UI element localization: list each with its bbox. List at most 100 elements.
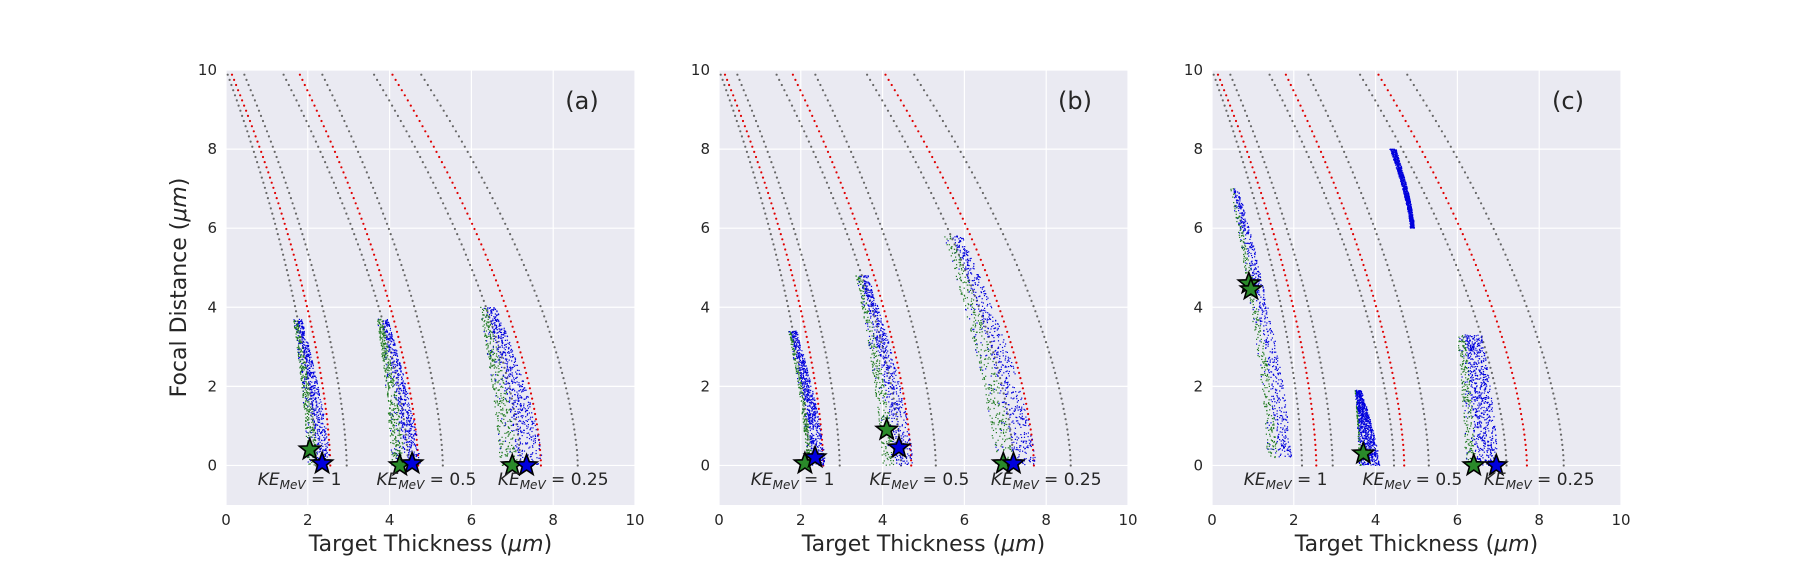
x-tick-label: 0	[221, 511, 231, 529]
plot-area	[226, 70, 635, 505]
x-tick-label: 6	[467, 511, 477, 529]
x-tick-label: 4	[878, 511, 888, 529]
y-tick-label: 2	[1193, 377, 1203, 395]
y-tick-label: 4	[207, 298, 217, 316]
red-dotted-curve	[230, 73, 332, 467]
y-tick-label: 10	[1184, 61, 1203, 79]
y-tick-label: 10	[198, 61, 217, 79]
x-tick-label: 10	[625, 511, 644, 529]
grey-dotted-curve	[321, 73, 444, 467]
ke-label: KEMeV = 0.5	[869, 470, 969, 492]
x-tick-label: 2	[303, 511, 313, 529]
panel-label: (c)	[1552, 87, 1584, 115]
x-tick-label: 8	[548, 511, 558, 529]
x-tick-label: 2	[1289, 511, 1299, 529]
blue-star-marker	[1483, 452, 1509, 477]
grey-dotted-curve	[1307, 73, 1430, 467]
green-star-marker	[1238, 276, 1264, 301]
blue-star-marker	[309, 450, 335, 475]
green-star-marker	[1350, 440, 1377, 465]
blue-star-marker	[886, 434, 912, 459]
x-tick-label: 8	[1534, 511, 1544, 529]
red-dotted-curve	[884, 73, 1035, 467]
grey-dotted-curve	[243, 73, 348, 467]
data-layer	[1212, 73, 1565, 467]
y-axis-label: Focal Distance (μm)	[167, 178, 192, 398]
red-dotted-curve	[1216, 73, 1318, 467]
panel-3: 0 2 4 6 8 10 0 2 4 6 8 10 KEMeV = 1 KEMeV = 0.5 KEMeV …	[1184, 61, 1631, 557]
y-tick-label: 6	[207, 219, 217, 237]
grey-dotted-curve	[1406, 73, 1565, 467]
y-tick-label: 4	[1193, 298, 1203, 316]
y-tick-label: 6	[1193, 219, 1203, 237]
data-layer	[226, 73, 579, 467]
y-tick-label: 0	[700, 456, 710, 474]
grey-dotted-curve	[814, 73, 937, 467]
x-tick-label: 2	[796, 511, 806, 529]
plot-area	[719, 70, 1128, 505]
x-tick-label: 0	[714, 511, 724, 529]
y-tick-label: 2	[207, 377, 217, 395]
x-tick-label: 10	[1611, 511, 1630, 529]
panel-label: (b)	[1058, 87, 1092, 115]
x-tick-label: 6	[960, 511, 970, 529]
red-dotted-curve	[391, 73, 543, 467]
y-tick-label: 4	[700, 298, 710, 316]
x-tick-label: 4	[385, 511, 395, 529]
blue-star-marker	[802, 444, 828, 469]
scatter-cluster	[1389, 148, 1415, 229]
y-tick-label: 8	[1193, 140, 1203, 158]
red-dotted-curve	[791, 73, 913, 467]
x-tick-label: 10	[1118, 511, 1137, 529]
grey-dotted-curve	[226, 73, 318, 467]
red-dotted-curve	[1377, 73, 1528, 467]
grey-dotted-curve	[1268, 73, 1396, 467]
green-star-marker	[1461, 452, 1487, 477]
x-axis-label: Target Thickness (μm)	[308, 532, 552, 557]
y-tick-label: 10	[691, 61, 710, 79]
y-tick-label: 8	[207, 140, 217, 158]
grey-dotted-curve	[736, 73, 841, 467]
grey-dotted-curve	[1359, 73, 1508, 467]
ke-label: KEMeV = 0.25	[991, 470, 1102, 492]
ke-label: KEMeV = 0.25	[1484, 470, 1595, 492]
ke-label: KEMeV = 1	[1244, 470, 1328, 492]
ke-label: KEMeV = 0.5	[376, 470, 476, 492]
scatter-cluster	[377, 318, 421, 466]
grey-dotted-curve	[1212, 73, 1304, 467]
scatter-cluster	[944, 235, 1036, 466]
data-layer	[719, 73, 1072, 467]
ke-label: KEMeV = 0.25	[498, 470, 609, 492]
green-star-marker	[874, 416, 900, 441]
grey-dotted-curve	[420, 73, 579, 467]
red-dotted-curve	[1284, 73, 1406, 467]
ke-label: KEMeV = 0.5	[1362, 470, 1462, 492]
y-tick-label: 2	[700, 377, 710, 395]
red-dotted-curve	[723, 73, 825, 467]
y-tick-label: 6	[700, 219, 710, 237]
x-axis-label: Target Thickness (μm)	[1294, 532, 1538, 557]
y-tick-label: 0	[1193, 456, 1203, 474]
blue-star-marker	[1000, 450, 1027, 475]
scatter-cluster	[1230, 188, 1292, 459]
panel-1: 0 2 4 6 8 10 0 2 4 6 8 10 KEMeV = 1 KEMeV = 0.5 KEMeV …	[167, 61, 645, 557]
x-tick-label: 4	[1371, 511, 1381, 529]
x-tick-label: 6	[1453, 511, 1463, 529]
x-tick-label: 0	[1207, 511, 1217, 529]
x-tick-label: 8	[1041, 511, 1051, 529]
plot-area	[1212, 70, 1621, 505]
grey-dotted-curve	[1229, 73, 1334, 467]
green-star-marker	[297, 436, 323, 461]
ke-label: KEMeV = 1	[258, 470, 342, 492]
x-axis-label: Target Thickness (μm)	[801, 532, 1045, 557]
y-tick-label: 8	[700, 140, 710, 158]
red-dotted-curve	[298, 73, 420, 467]
panel-label: (a)	[565, 87, 598, 115]
grey-dotted-curve	[913, 73, 1072, 467]
blue-star-marker	[514, 452, 540, 477]
blue-star-marker	[399, 450, 425, 475]
y-tick-label: 0	[207, 456, 217, 474]
panel-2: 0 2 4 6 8 10 0 2 4 6 8 10 KEMeV = 1 KEMeV = 0.5 KEMeV …	[691, 61, 1138, 557]
ke-label: KEMeV = 1	[751, 470, 835, 492]
